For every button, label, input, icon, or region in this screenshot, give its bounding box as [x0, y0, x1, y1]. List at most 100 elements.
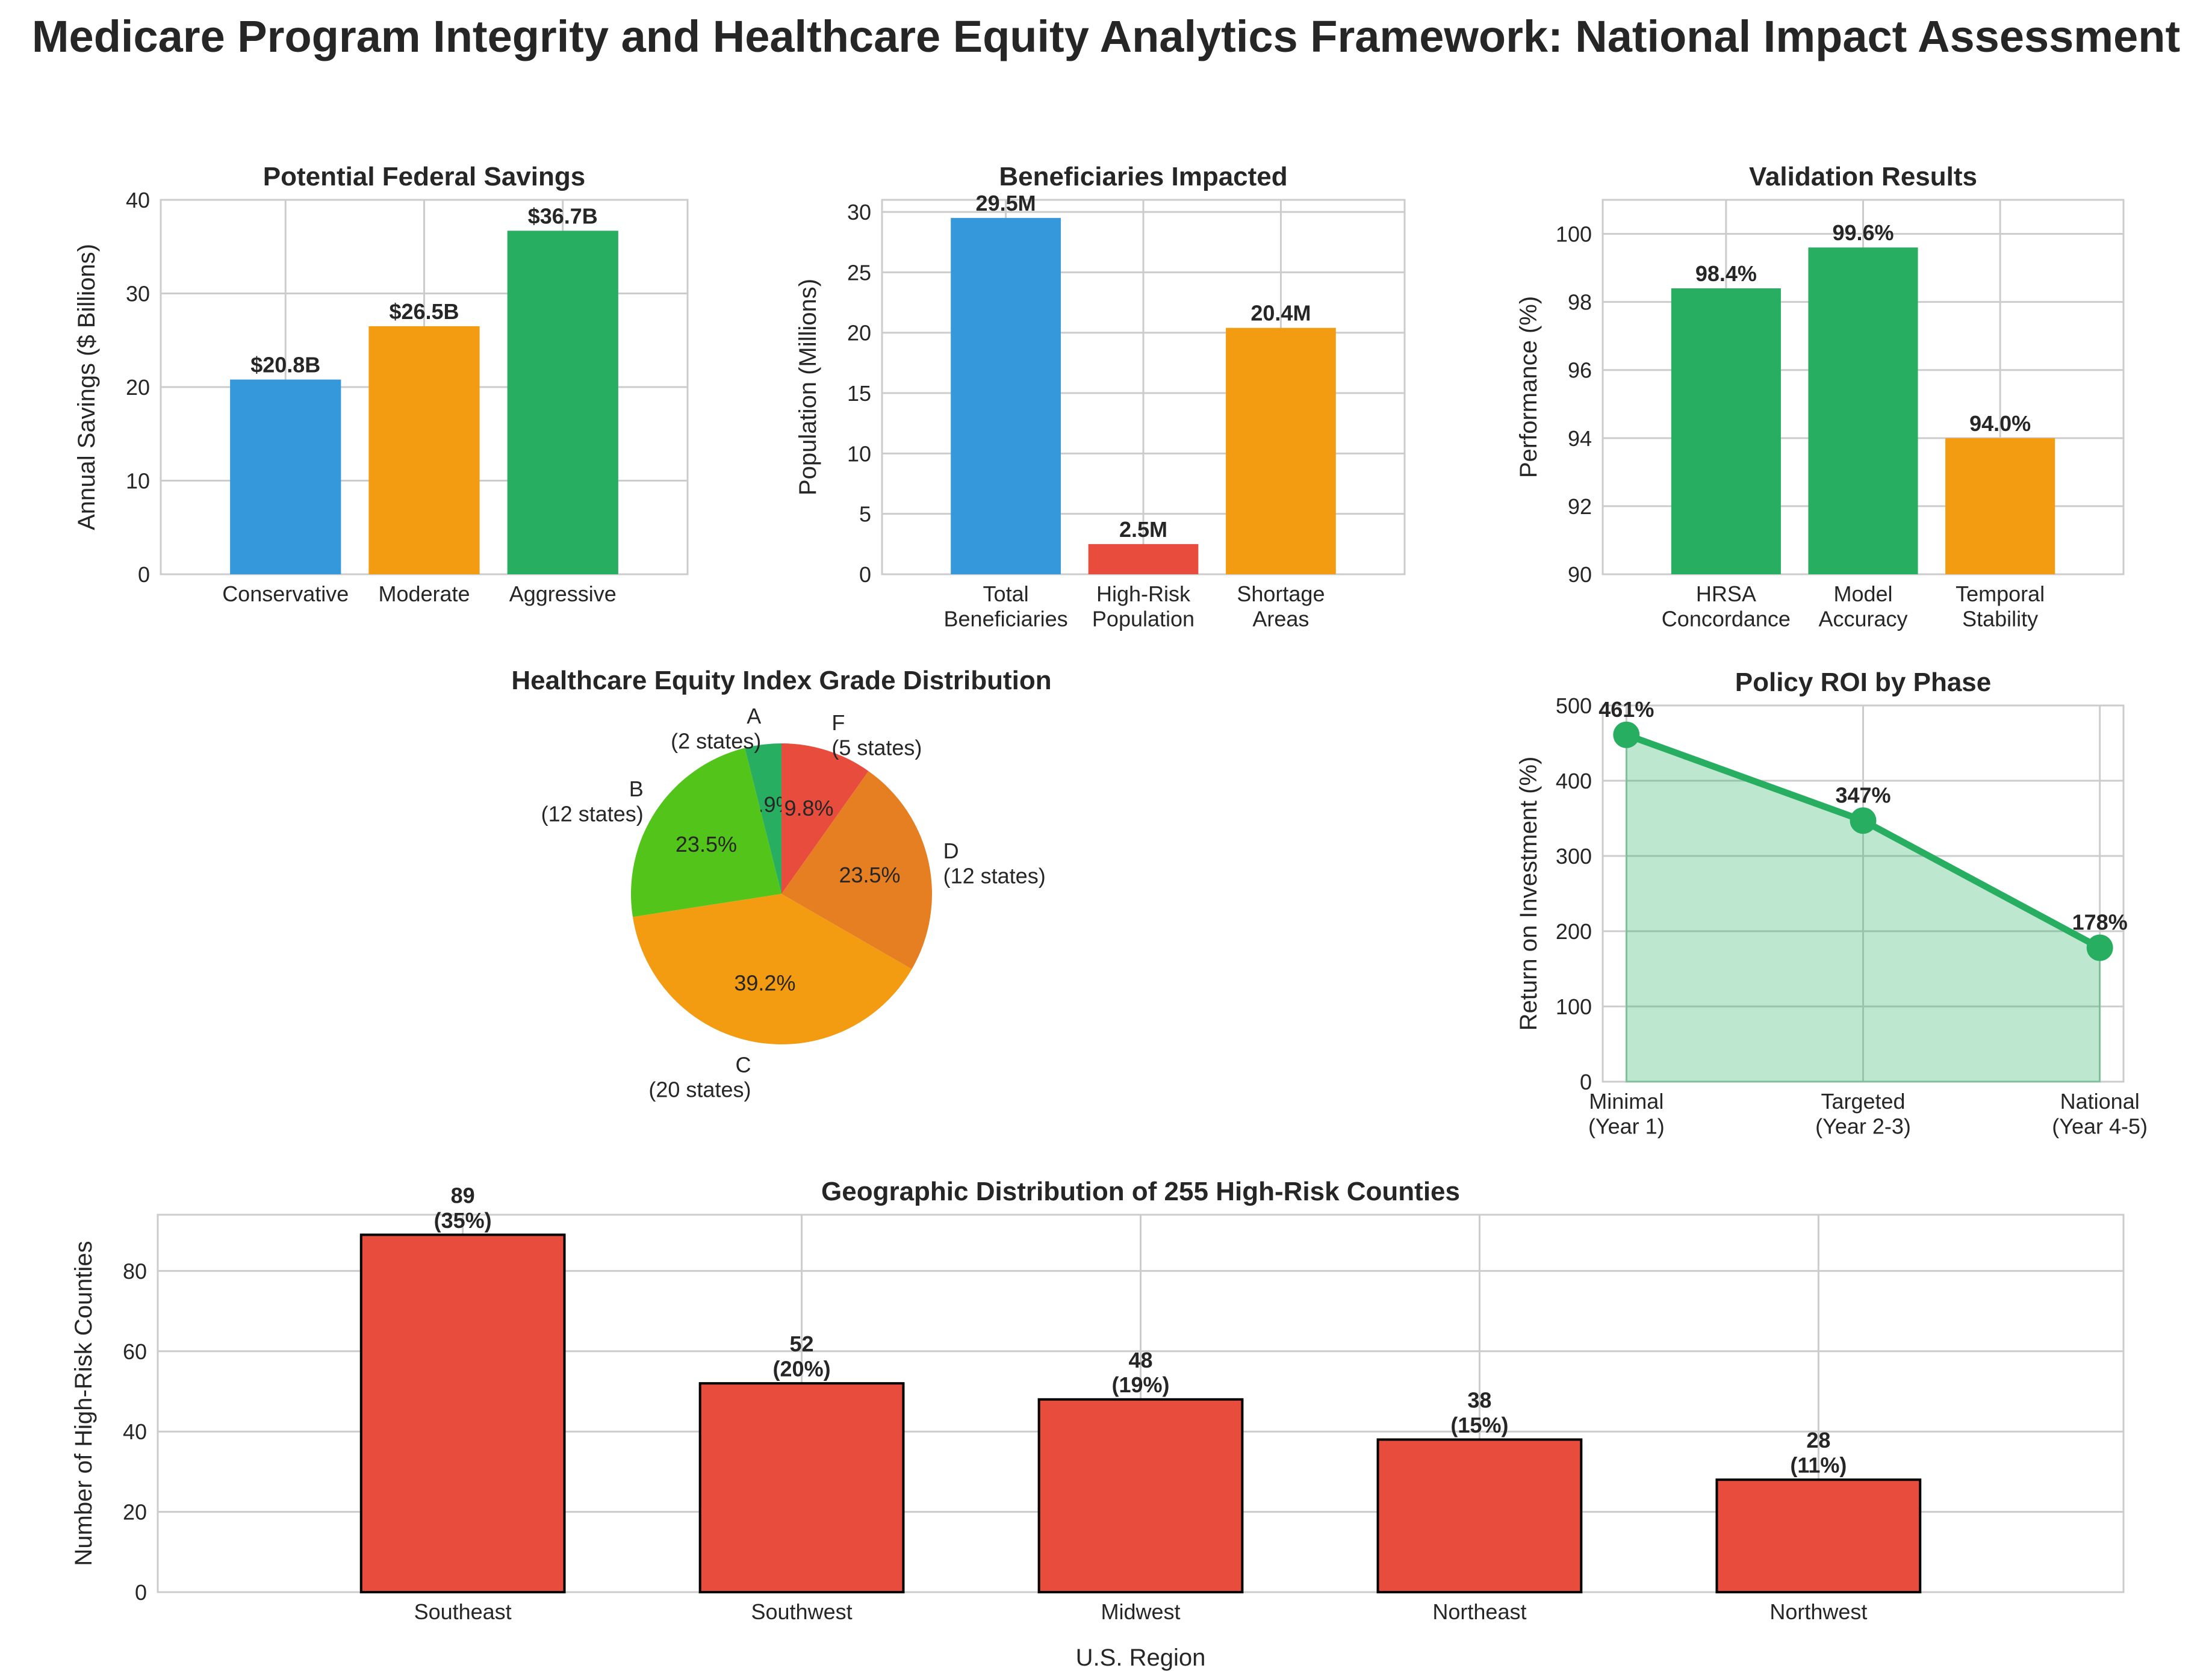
y-axis-label: Population (Millions): [795, 279, 821, 495]
y-tick-label: 15: [847, 381, 871, 406]
y-tick-label: 94: [1568, 426, 1592, 451]
bar: [1088, 544, 1199, 574]
y-tick-label: 96: [1568, 358, 1592, 383]
y-axis-label: Return on Investment (%): [1515, 757, 1542, 1031]
y-tick-label: 20: [847, 321, 871, 346]
pie-pct-label: 39.2%: [734, 970, 795, 995]
panel-title: Potential Federal Savings: [263, 162, 586, 191]
y-tick-label: 100: [1556, 222, 1592, 247]
y-tick-label: 25: [847, 260, 871, 285]
main-title: Medicare Program Integrity and Healthcar…: [31, 11, 2181, 61]
y-axis-label: Number of High-Risk Counties: [70, 1241, 97, 1566]
bar-value-label: 99.6%: [1832, 220, 1894, 245]
y-axis-label: Annual Savings ($ Billions): [73, 244, 100, 530]
roi-value-label: 347%: [1835, 783, 1890, 807]
bar: [1945, 438, 2055, 574]
pie-slice: [745, 743, 781, 894]
bar-value-label: 89 (35%): [434, 1183, 492, 1232]
pie-category-label: B (12 states): [541, 777, 644, 826]
y-tick-label: 60: [123, 1339, 147, 1364]
bar: [1808, 247, 1918, 574]
bar-value-label: 94.0%: [1969, 411, 2031, 436]
roi-value-label: 178%: [2072, 910, 2128, 935]
bar: [230, 379, 341, 574]
x-tick-label: Conservative: [222, 581, 349, 606]
x-tick-label: Model Accuracy: [1818, 581, 1907, 631]
y-tick-label: 30: [126, 282, 150, 306]
bar-value-label: 20.4M: [1250, 301, 1311, 326]
regions-panel: 0 20 40 60 80 Geographic Distribution of 255 …: [70, 1177, 2125, 1671]
validation-panel: 90 92 94 96 98 100 Validation Results Performan…: [1515, 162, 2125, 631]
roi-point: [1613, 721, 1640, 748]
x-tick-label: High-Risk Population: [1092, 581, 1195, 631]
y-tick-label: 98: [1568, 290, 1592, 315]
pie-category-label: C (20 states): [648, 1052, 751, 1102]
bar-value-label: $36.7B: [528, 203, 598, 228]
pie-category-label: A (2 states): [671, 704, 761, 753]
x-tick-label: Southeast: [414, 1599, 512, 1624]
bar: [1037, 1398, 1244, 1594]
y-tick-label: 0: [1580, 1070, 1592, 1094]
bar: [1226, 327, 1336, 574]
x-axis-label: U.S. Region: [1076, 1645, 1206, 1671]
y-tick-label: 30: [847, 200, 871, 225]
bar: [1715, 1478, 1922, 1594]
panel-title: Beneficiaries Impacted: [999, 162, 1287, 191]
pie-pct-label: 9.8%: [784, 796, 833, 820]
bar: [951, 218, 1061, 574]
y-tick-label: 10: [126, 469, 150, 494]
panel-title: Validation Results: [1749, 162, 1977, 191]
bar-value-label: 48 (19%): [1111, 1348, 1169, 1397]
equity-panel: Healthcare Equity Index Grade Distributi…: [511, 666, 1051, 1102]
pie-slice: [632, 894, 912, 1045]
pie-pct-label: 23.5%: [839, 863, 900, 887]
savings-panel: 0 10 20 30 40 Potential Federal Savings Annual…: [73, 162, 689, 606]
bar-value-label: $26.5B: [389, 299, 459, 324]
bar-value-label: 2.5M: [1119, 517, 1167, 542]
y-tick-label: 10: [847, 441, 871, 466]
y-tick-label: 500: [1556, 693, 1592, 718]
bar-value-label: 28 (11%): [1790, 1428, 1847, 1477]
bar-value-label: 52 (20%): [773, 1331, 831, 1381]
x-tick-label: Total Beneficiaries: [944, 581, 1068, 631]
roi-value-label: 461%: [1598, 697, 1654, 722]
x-tick-label: HRSA Concordance: [1662, 581, 1791, 631]
x-tick-label: National (Year 4-5): [2052, 1089, 2148, 1138]
bar: [359, 1233, 566, 1593]
y-tick-label: 200: [1556, 919, 1592, 944]
bar: [1376, 1438, 1583, 1594]
y-tick-label: 0: [135, 1580, 147, 1605]
y-tick-label: 20: [126, 375, 150, 400]
pie-category-label: F (5 states): [831, 710, 922, 760]
y-tick-label: 0: [859, 562, 871, 587]
bar-value-label: 38 (15%): [1450, 1388, 1508, 1437]
beneficiaries-panel: 0 5 10 15 20 25 30 Beneficiaries Impacted Popula…: [795, 162, 1406, 631]
x-tick-label: Targeted (Year 2-3): [1815, 1089, 1911, 1138]
panel-title: Geographic Distribution of 255 High-Risk…: [821, 1177, 1460, 1206]
y-axis-label: Performance (%): [1515, 296, 1542, 478]
roi-point: [2086, 934, 2113, 961]
pie-slice: [781, 770, 933, 969]
x-tick-label: Shortage Areas: [1237, 581, 1325, 631]
y-tick-label: 40: [123, 1419, 147, 1444]
roi-panel: 0 100 200 300 400 500 Policy ROI by Phase Retur…: [1515, 668, 2148, 1138]
x-tick-label: Midwest: [1101, 1599, 1180, 1624]
x-tick-label: Southwest: [751, 1599, 853, 1624]
x-tick-label: Northwest: [1769, 1599, 1867, 1624]
y-tick-label: 20: [123, 1500, 147, 1525]
panel-title: Policy ROI by Phase: [1735, 668, 1992, 697]
bar-value-label: 98.4%: [1695, 261, 1757, 286]
bar: [698, 1382, 905, 1593]
y-tick-label: 300: [1556, 844, 1592, 869]
y-tick-label: 400: [1556, 769, 1592, 793]
bar-value-label: 29.5M: [976, 191, 1036, 215]
pie-pct-label: 23.5%: [676, 832, 737, 857]
y-tick-label: 92: [1568, 494, 1592, 519]
bar: [507, 231, 618, 574]
roi-point: [1850, 807, 1877, 834]
x-tick-label: Temporal Stability: [1956, 581, 2045, 631]
pie-slice: [781, 743, 869, 894]
panel-title: Healthcare Equity Index Grade Distributi…: [511, 666, 1051, 695]
bar: [368, 326, 480, 574]
bar-value-label: $20.8B: [250, 353, 320, 377]
